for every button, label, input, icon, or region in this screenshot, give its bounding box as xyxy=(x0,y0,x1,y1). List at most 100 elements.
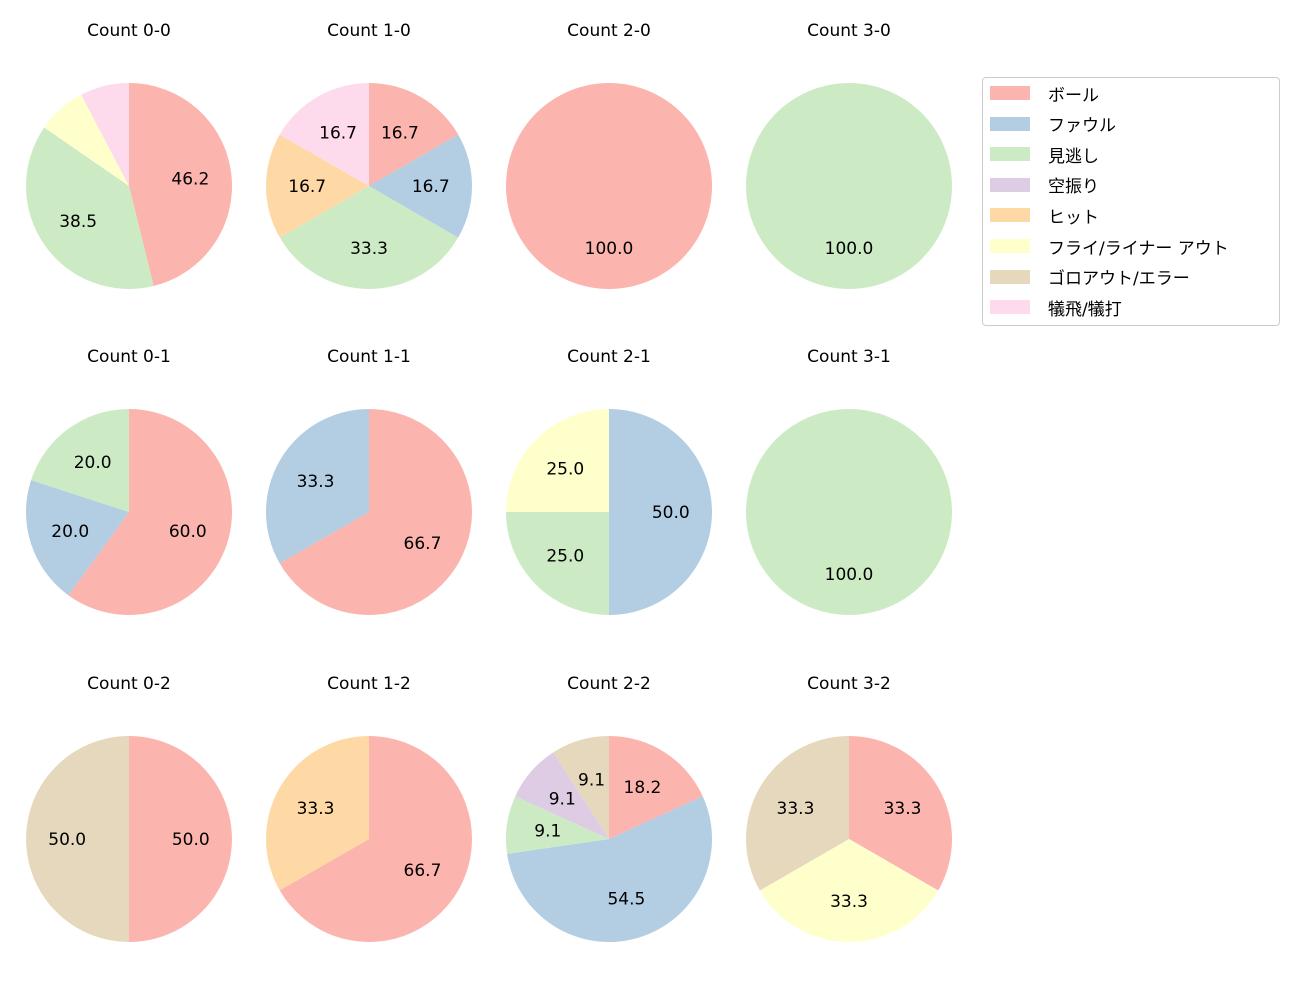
pie-slice xyxy=(279,83,369,186)
slice-label: 20.0 xyxy=(74,453,112,473)
pie-slice xyxy=(759,839,939,942)
pie-slice xyxy=(266,736,369,891)
legend-item: 空振り xyxy=(990,175,1099,198)
pie-title: Count 3-0 xyxy=(807,21,891,41)
pie-slice xyxy=(369,134,473,238)
legend-item: フライ/ライナー アウト xyxy=(990,236,1229,259)
slice-label: 20.0 xyxy=(51,522,89,542)
slice-label: 18.2 xyxy=(624,778,662,798)
pie-title: Count 1-0 xyxy=(327,21,411,41)
legend-swatch xyxy=(990,86,1030,100)
slice-label: 60.0 xyxy=(169,522,207,542)
slice-label: 33.3 xyxy=(297,799,335,819)
slice-label: 25.0 xyxy=(546,459,584,479)
slice-label: 50.0 xyxy=(48,830,86,850)
legend-swatch xyxy=(990,147,1030,162)
pie-title: Count 0-0 xyxy=(87,21,171,41)
pie-slice xyxy=(746,409,952,615)
legend-swatch xyxy=(990,269,1030,284)
pie-slice xyxy=(553,736,609,839)
pie-slice xyxy=(266,134,369,238)
pie-slice xyxy=(609,736,703,839)
slice-label: 38.5 xyxy=(59,212,97,232)
legend-swatch xyxy=(990,116,1030,131)
pie-slice xyxy=(279,186,459,290)
slice-label: 16.7 xyxy=(412,177,450,197)
slice-label: 46.2 xyxy=(171,170,209,190)
pie-slice xyxy=(507,796,712,942)
slice-label: 66.7 xyxy=(404,534,442,554)
legend-swatch xyxy=(990,177,1030,192)
pie-title: Count 1-2 xyxy=(327,674,411,694)
slice-label: 16.7 xyxy=(288,177,326,197)
legend-label: ボール xyxy=(1048,85,1099,106)
slice-label: 33.3 xyxy=(297,472,335,492)
pie-title: Count 2-0 xyxy=(567,21,651,41)
pie-slice xyxy=(81,83,129,186)
slice-label: 100.0 xyxy=(825,239,874,259)
legend-item: 犠飛/犠打 xyxy=(990,297,1122,320)
pie-title: Count 3-1 xyxy=(807,347,891,367)
pie-slice xyxy=(25,127,154,290)
pie-slice xyxy=(849,736,952,891)
pie-title: Count 2-2 xyxy=(567,674,651,694)
legend-swatch xyxy=(990,208,1030,223)
pie-title: Count 2-1 xyxy=(567,347,651,367)
legend-item: ゴロアウト/エラー xyxy=(990,267,1190,290)
slice-label: 16.7 xyxy=(381,123,419,143)
pie-slice xyxy=(746,83,952,289)
pie-slice xyxy=(515,752,609,839)
pie-slice xyxy=(506,512,609,615)
pie-slice xyxy=(745,736,849,891)
slice-label: 9.1 xyxy=(578,771,605,791)
pie-slice xyxy=(266,409,369,564)
slice-label: 33.3 xyxy=(884,799,922,819)
slice-label: 33.3 xyxy=(350,239,388,259)
legend-item: ファウル xyxy=(990,114,1116,137)
pie-slice xyxy=(506,409,609,512)
legend-label: 犠飛/犠打 xyxy=(1048,299,1122,320)
slice-label: 9.1 xyxy=(549,790,576,810)
slice-label: 25.0 xyxy=(546,547,584,567)
pie-slice xyxy=(68,409,233,616)
pie-slice xyxy=(506,796,609,854)
slice-label: 66.7 xyxy=(404,861,442,881)
pie-slice xyxy=(129,83,233,287)
pie-slice xyxy=(129,736,232,942)
pie-title: Count 0-2 xyxy=(87,674,171,694)
pie-slice xyxy=(279,409,472,615)
legend-item: 見逃し xyxy=(990,144,1099,167)
slice-label: 50.0 xyxy=(652,503,690,523)
pie-slice xyxy=(609,409,712,615)
slice-label: 100.0 xyxy=(825,565,874,585)
slice-label: 9.1 xyxy=(534,821,561,841)
pie-slice xyxy=(506,83,712,289)
pie-slice xyxy=(44,94,129,186)
slice-label: 50.0 xyxy=(172,830,210,850)
legend-label: ファウル xyxy=(1048,116,1116,137)
pie-slice xyxy=(26,480,129,596)
pie-slice xyxy=(369,83,459,186)
legend-label: ゴロアウト/エラー xyxy=(1048,269,1190,290)
legend-label: フライ/ライナー アウト xyxy=(1048,238,1229,259)
legend-item: ヒット xyxy=(990,205,1099,228)
pie-title: Count 3-2 xyxy=(807,674,891,694)
legend-label: 空振り xyxy=(1048,177,1099,198)
pie-slice xyxy=(279,736,473,942)
pie-title: Count 1-1 xyxy=(327,347,411,367)
pie-slice xyxy=(26,736,129,942)
legend-item: ボール xyxy=(990,83,1099,106)
legend-swatch xyxy=(990,300,1030,315)
pie-slice xyxy=(31,409,129,512)
legend-label: 見逃し xyxy=(1048,146,1099,167)
slice-label: 54.5 xyxy=(607,889,645,909)
slice-label: 33.3 xyxy=(830,892,868,912)
slice-label: 33.3 xyxy=(777,799,815,819)
legend-label: ヒット xyxy=(1048,207,1099,228)
pie-title: Count 0-1 xyxy=(87,347,171,367)
slice-label: 16.7 xyxy=(319,123,357,143)
slice-label: 100.0 xyxy=(585,239,634,259)
legend: ボールファウル見逃し空振りヒットフライ/ライナー アウト ゴロアウト/エラー 犠飛/… xyxy=(982,77,1280,326)
legend-swatch xyxy=(990,239,1030,253)
